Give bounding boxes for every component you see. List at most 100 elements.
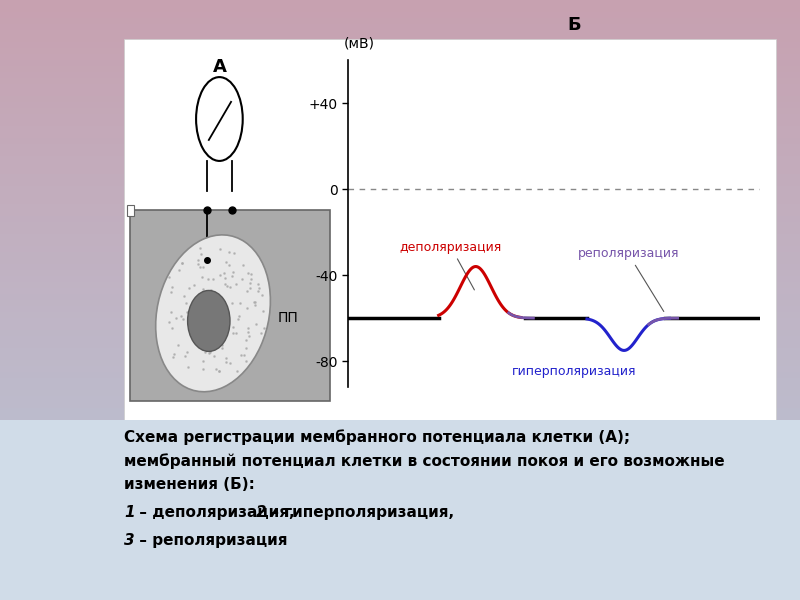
Bar (0, 564, 800, 570)
Bar (0, 420, 800, 426)
Point (196, 284, 209, 294)
Bar (0, 186, 800, 192)
Bar (0, 318, 800, 324)
Bar (130, 211, 330, 401)
Point (226, 271, 238, 281)
Point (167, 352, 180, 362)
Bar (0, 402, 800, 408)
Point (197, 317, 210, 326)
Point (203, 312, 216, 322)
Bar (0, 570, 800, 576)
Point (219, 357, 232, 367)
Point (195, 272, 208, 282)
Bar (0, 138, 800, 144)
Point (185, 316, 198, 325)
Bar (0, 258, 800, 264)
Bar (0, 372, 800, 378)
Bar (0, 432, 800, 438)
Point (194, 243, 206, 253)
Point (254, 328, 267, 338)
Bar (0, 342, 800, 348)
Bar (0, 54, 800, 60)
Bar (0, 288, 800, 294)
Text: изменения (Б):: изменения (Б): (124, 477, 255, 492)
Bar (0, 576, 800, 582)
Point (183, 321, 196, 331)
Point (179, 299, 192, 308)
Bar (0, 534, 800, 540)
Bar (0, 492, 800, 498)
Bar (0, 468, 800, 474)
Text: А: А (213, 58, 226, 76)
Point (202, 274, 214, 284)
Point (208, 317, 221, 327)
Point (197, 262, 210, 271)
Point (224, 282, 237, 292)
Point (235, 274, 248, 283)
Bar (0, 450, 800, 456)
Bar (0, 36, 800, 42)
Point (242, 327, 254, 337)
Bar (0, 486, 800, 492)
Bar (0, 12, 800, 18)
Point (243, 331, 256, 340)
Point (219, 279, 232, 289)
Bar (0, 6, 800, 12)
Bar (0, 462, 800, 468)
Bar (0, 252, 800, 258)
Point (223, 260, 236, 270)
Point (216, 340, 229, 350)
Point (244, 283, 257, 293)
Bar (0, 156, 800, 162)
Point (192, 256, 205, 265)
Point (194, 262, 206, 272)
Bar (0, 30, 800, 36)
Point (231, 314, 244, 324)
Bar (0, 366, 800, 372)
Bar (0, 210, 800, 216)
Bar (0, 540, 800, 546)
Bar (0, 474, 800, 480)
Point (257, 306, 270, 316)
Point (165, 307, 178, 316)
Bar (0, 408, 800, 414)
Point (196, 322, 209, 332)
Point (191, 259, 204, 269)
Point (225, 298, 238, 308)
Bar (0, 558, 800, 564)
Text: мембранный потенциал клетки в состоянии покоя и его возможные: мембранный потенциал клетки в состоянии … (124, 453, 725, 469)
Bar (0, 72, 800, 78)
Bar (0, 228, 800, 234)
Bar (0, 348, 800, 354)
Point (245, 274, 258, 284)
Bar (0, 48, 800, 54)
Point (228, 248, 241, 257)
Bar (0, 90, 800, 96)
Bar (0, 102, 800, 108)
Point (182, 362, 194, 371)
Bar (0, 120, 800, 126)
Point (202, 349, 215, 358)
Point (256, 290, 269, 299)
Bar (0, 354, 800, 360)
Point (233, 311, 246, 321)
Bar (0, 504, 800, 510)
Point (210, 364, 222, 373)
Point (187, 281, 200, 290)
Point (250, 319, 262, 329)
Bar (0, 498, 800, 504)
Bar (0, 108, 800, 114)
Point (178, 292, 190, 301)
Point (251, 286, 264, 296)
Point (245, 269, 258, 278)
Bar (0, 426, 800, 432)
Text: 1: 1 (124, 505, 134, 520)
Bar (0, 594, 800, 600)
Bar (0, 276, 800, 282)
Bar (0, 60, 800, 66)
Bar (0, 330, 800, 336)
Point (196, 313, 209, 322)
Point (196, 339, 209, 349)
Point (239, 335, 252, 345)
Point (226, 322, 239, 332)
